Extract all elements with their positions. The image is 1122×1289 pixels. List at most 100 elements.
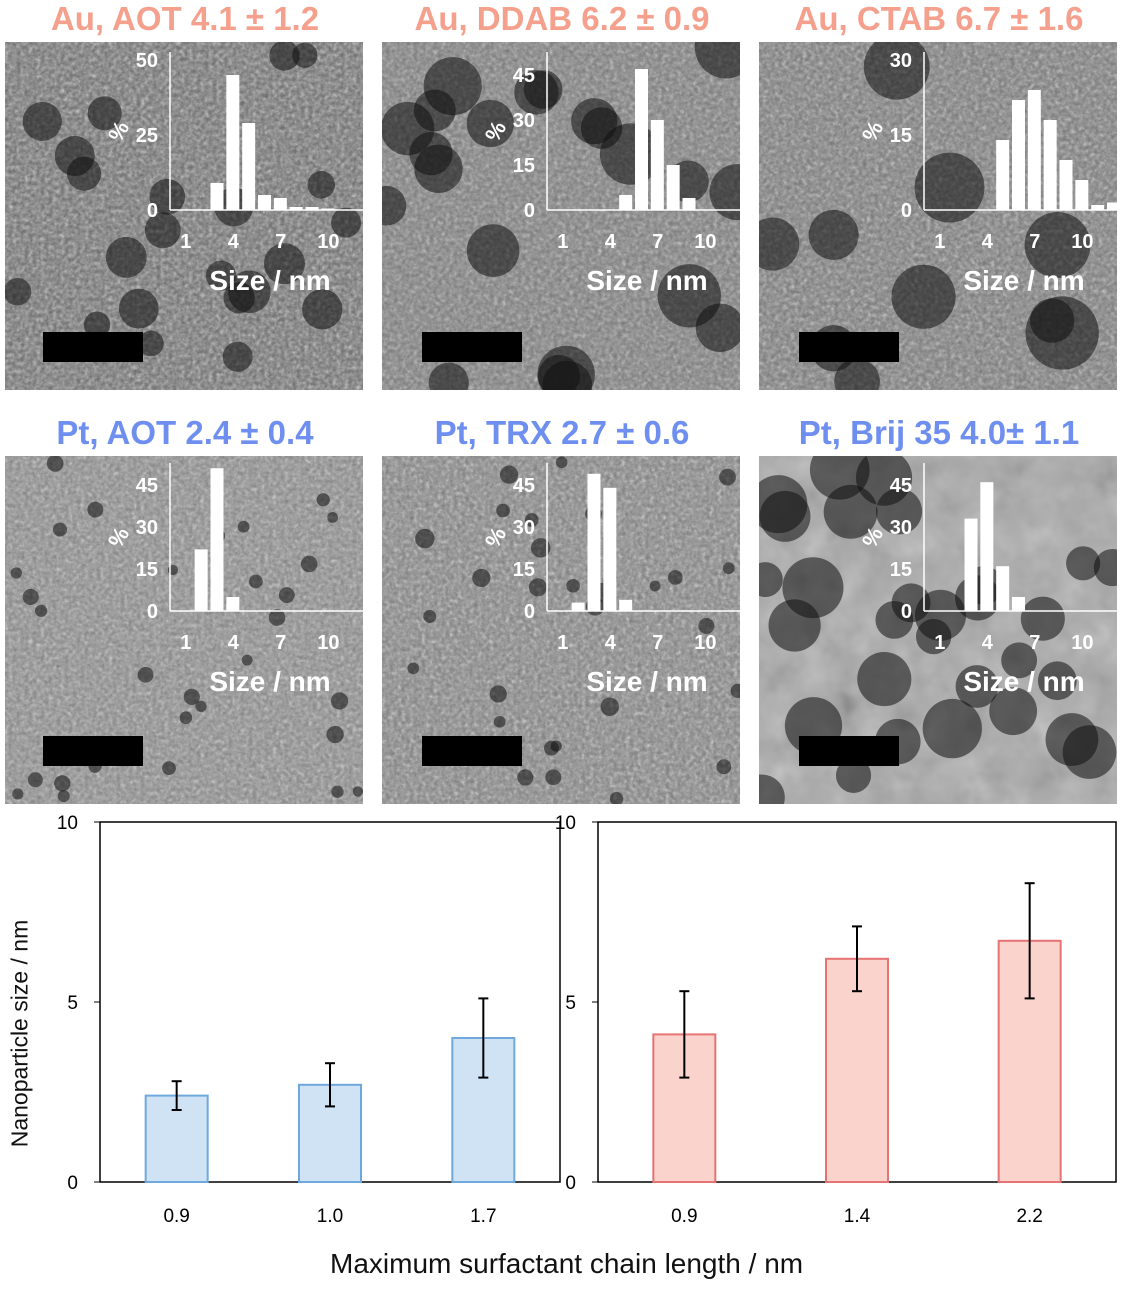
nanoparticle <box>891 583 931 623</box>
y-tick-label: 0 <box>147 200 158 222</box>
nanoparticle <box>530 538 551 558</box>
y-tick-label: 45 <box>136 475 158 497</box>
nanoparticle <box>423 57 482 116</box>
y-tick-label: 30 <box>890 517 912 539</box>
y-tick-label: 45 <box>513 475 535 497</box>
nanoparticle <box>989 687 1038 736</box>
histogram-bar <box>1012 597 1025 611</box>
scale-bar <box>799 332 899 362</box>
nanoparticle <box>914 152 985 223</box>
nanoparticle <box>423 609 437 623</box>
nanoparticle <box>694 42 740 79</box>
nanoparticle <box>863 42 930 100</box>
nanoparticle <box>300 555 318 573</box>
x-tick-label: 7 <box>652 231 663 253</box>
nanoparticle <box>1037 661 1077 701</box>
bar-chart-au: 0 5 10 0.9 1.4 2.2 <box>555 813 1117 1227</box>
nanoparticle <box>10 567 22 579</box>
x-tick-label: 0.9 <box>163 1206 189 1227</box>
nanoparticle <box>698 617 715 634</box>
panel-title: Au, CTAB 6.7 ± 1.6 <box>794 0 1084 37</box>
x-tick-label: 10 <box>317 231 339 253</box>
nanoparticle <box>496 503 510 518</box>
nanoparticle <box>57 790 70 803</box>
histogram-bar <box>273 198 287 210</box>
y-tick-label: 45 <box>890 475 912 497</box>
y-tick-label: 0 <box>565 1173 576 1194</box>
y-tick-label: 5 <box>565 993 576 1014</box>
x-tick-label: 7 <box>652 632 663 654</box>
nanoparticle <box>5 277 32 306</box>
histogram-bar <box>1043 120 1057 210</box>
histogram-bar <box>964 518 978 611</box>
nanoparticle <box>144 212 181 249</box>
nanoparticle <box>183 688 200 706</box>
nanoparticle <box>891 264 956 329</box>
nanoparticle <box>263 243 305 285</box>
nanoparticle <box>472 568 491 588</box>
histogram-bar <box>603 487 617 611</box>
y-tick-label: 15 <box>890 559 912 581</box>
nanoparticle <box>609 792 624 804</box>
nanoparticle <box>545 769 562 786</box>
y-tick-label: 0 <box>901 200 912 222</box>
histogram-bar <box>635 69 648 210</box>
nanoparticle <box>222 341 253 372</box>
nanoparticle <box>550 740 562 752</box>
y-tick-label: 0 <box>147 601 158 623</box>
histogram-bar <box>1012 100 1025 210</box>
x-tick-label: 4 <box>228 632 240 654</box>
nanoparticle <box>307 171 336 199</box>
x-tick-label: 10 <box>317 632 339 654</box>
panel-title: Pt, TRX 2.7 ± 0.6 <box>434 414 690 451</box>
x-tick-label: 1 <box>180 231 191 253</box>
tem-image-panel: 0 15 30 45 1 4 7 10% Size / nm <box>759 456 1117 804</box>
nanoparticle <box>331 785 344 798</box>
nanoparticle <box>278 587 295 604</box>
x-axis-label: Size / nm <box>963 265 1084 296</box>
x-tick-label: 1 <box>180 632 191 654</box>
y-tick-label: 15 <box>136 559 158 581</box>
x-tick-label: 0.9 <box>671 1206 697 1227</box>
nanoparticle <box>719 468 736 486</box>
histogram-bar <box>996 566 1010 611</box>
histogram-bar <box>1059 160 1073 210</box>
histogram-bar <box>650 120 664 210</box>
nanoparticle <box>249 574 263 589</box>
nanoparticle <box>149 178 186 215</box>
x-tick-label: 4 <box>228 231 240 253</box>
histogram-bar <box>666 165 680 210</box>
histogram-bar <box>980 482 994 611</box>
nanoparticle <box>268 609 286 626</box>
panel-title: Pt, Brij 35 4.0± 1.1 <box>798 414 1080 451</box>
nanoparticle <box>327 511 339 523</box>
nanoparticle <box>1020 596 1065 641</box>
nanoparticle <box>137 666 154 683</box>
nanoparticle <box>855 456 913 506</box>
nanoparticle <box>22 101 62 142</box>
nanoparticle <box>407 662 420 675</box>
nanoparticle <box>105 236 147 278</box>
nanoparticle <box>118 288 159 329</box>
nanoparticle <box>34 604 48 617</box>
y-tick-label: 45 <box>513 65 535 87</box>
x-tick-label: 4 <box>982 231 994 253</box>
x-tick-label: 4 <box>605 632 617 654</box>
nanoparticle <box>528 578 548 597</box>
y-tick-label: 0 <box>67 1173 78 1194</box>
nanoparticle <box>517 769 534 786</box>
x-axis-label: Maximum surfactant chain length / nm <box>330 1248 804 1279</box>
nanoparticle <box>228 270 271 314</box>
x-tick-label: 1 <box>934 632 945 654</box>
histogram-bar <box>682 198 696 210</box>
bar <box>825 957 889 1183</box>
nanoparticle <box>269 42 300 71</box>
histogram-bar <box>210 183 224 210</box>
x-tick-label: 1 <box>557 231 568 253</box>
x-tick-label: 1.4 <box>844 1206 871 1227</box>
bar-charts: 0 5 10 0.9 1.0 1.7 0 5 10 0.9 1.4 2.2 <box>57 813 1117 1227</box>
